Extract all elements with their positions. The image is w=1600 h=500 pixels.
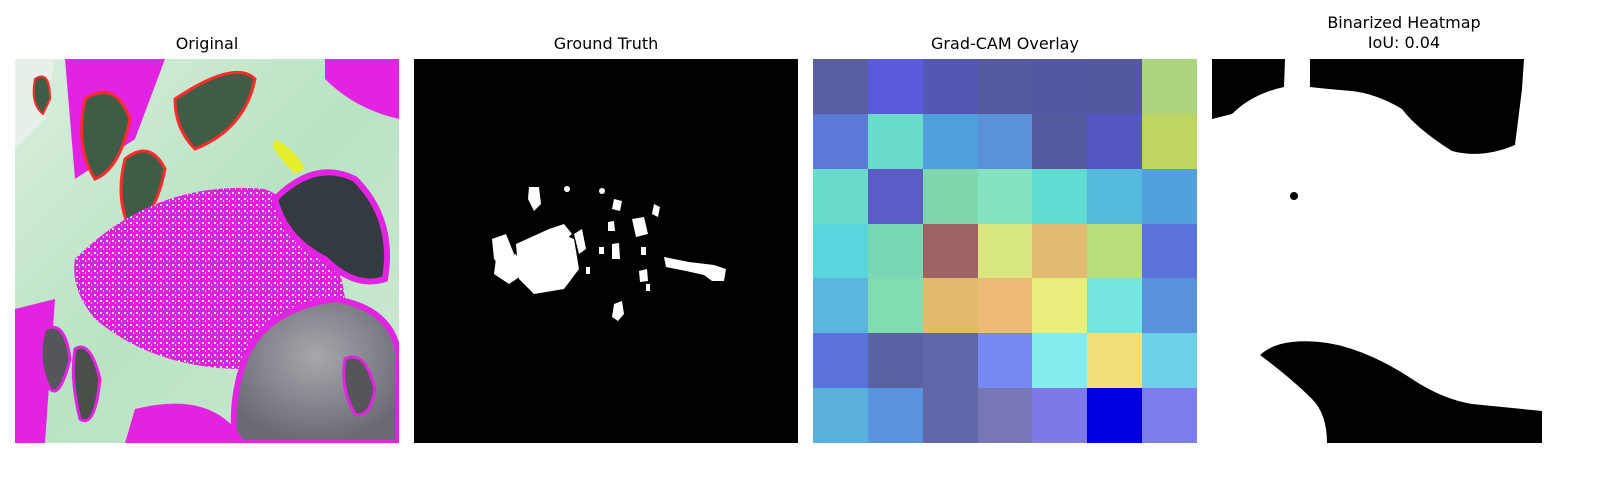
binarized-heatmap [1212, 59, 1596, 443]
gradcam-cell [1032, 168, 1088, 224]
gradcam-cell [977, 333, 1033, 389]
gradcam-cell [1032, 59, 1088, 114]
gradcam-cell [1142, 333, 1197, 389]
gradcam-cell [1142, 223, 1197, 279]
gradcam-cell [1032, 388, 1088, 443]
gradcam-cell [1032, 223, 1088, 279]
gradcam-cell [977, 278, 1033, 334]
gradcam-cell [1142, 278, 1197, 334]
gradcam-cell [1087, 168, 1143, 224]
gradcam-cell [813, 223, 868, 279]
gradcam-cell [922, 388, 978, 443]
gradcam-cell [813, 388, 868, 443]
gradcam-cell [1142, 59, 1197, 114]
gradcam-cell [922, 113, 978, 169]
gradcam-cell [867, 113, 923, 169]
original-title: Original [175, 34, 239, 53]
gradcam-cell [1142, 168, 1197, 224]
gradcam-cell [977, 59, 1033, 114]
gradcam-cell [867, 168, 923, 224]
gradcam-cell [922, 168, 978, 224]
gradcam-cell [813, 113, 868, 169]
gradcam-cell [1087, 388, 1143, 443]
gradcam-cell [1087, 59, 1143, 114]
ground-truth-title: Ground Truth [553, 34, 659, 53]
gradcam-cell [977, 388, 1033, 443]
gradcam-cell [867, 223, 923, 279]
gradcam-cell [922, 223, 978, 279]
iou-label: IoU: 0.04 [1367, 33, 1441, 52]
gradcam-cell [1032, 278, 1088, 334]
gradcam-cell [922, 59, 978, 114]
original-image [15, 59, 399, 443]
gradcam-cell [813, 333, 868, 389]
gradcam-cell [977, 223, 1033, 279]
gradcam-heatmap-grid [813, 59, 1197, 443]
gradcam-cell [867, 59, 923, 114]
gradcam-cell [867, 333, 923, 389]
gradcam-title: Grad-CAM Overlay [931, 34, 1079, 53]
gradcam-cell [813, 59, 868, 114]
gradcam-cell [867, 278, 923, 334]
gradcam-cell [867, 388, 923, 443]
gradcam-cell [1087, 278, 1143, 334]
gradcam-cell [1142, 388, 1197, 443]
gradcam-cell [1032, 333, 1088, 389]
binarized-title: Binarized Heatmap [1327, 13, 1481, 32]
gradcam-cell [977, 168, 1033, 224]
gradcam-overlay [813, 59, 1197, 443]
gradcam-cell [1087, 333, 1143, 389]
ground-truth-mask [414, 59, 798, 443]
gradcam-cell [1087, 113, 1143, 169]
gradcam-cell [922, 278, 978, 334]
gradcam-cell [1142, 113, 1197, 169]
gradcam-cell [813, 168, 868, 224]
gradcam-cell [1087, 223, 1143, 279]
gradcam-cell [813, 278, 868, 334]
gradcam-cell [977, 113, 1033, 169]
gradcam-cell [1032, 113, 1088, 169]
gradcam-cell [922, 333, 978, 389]
